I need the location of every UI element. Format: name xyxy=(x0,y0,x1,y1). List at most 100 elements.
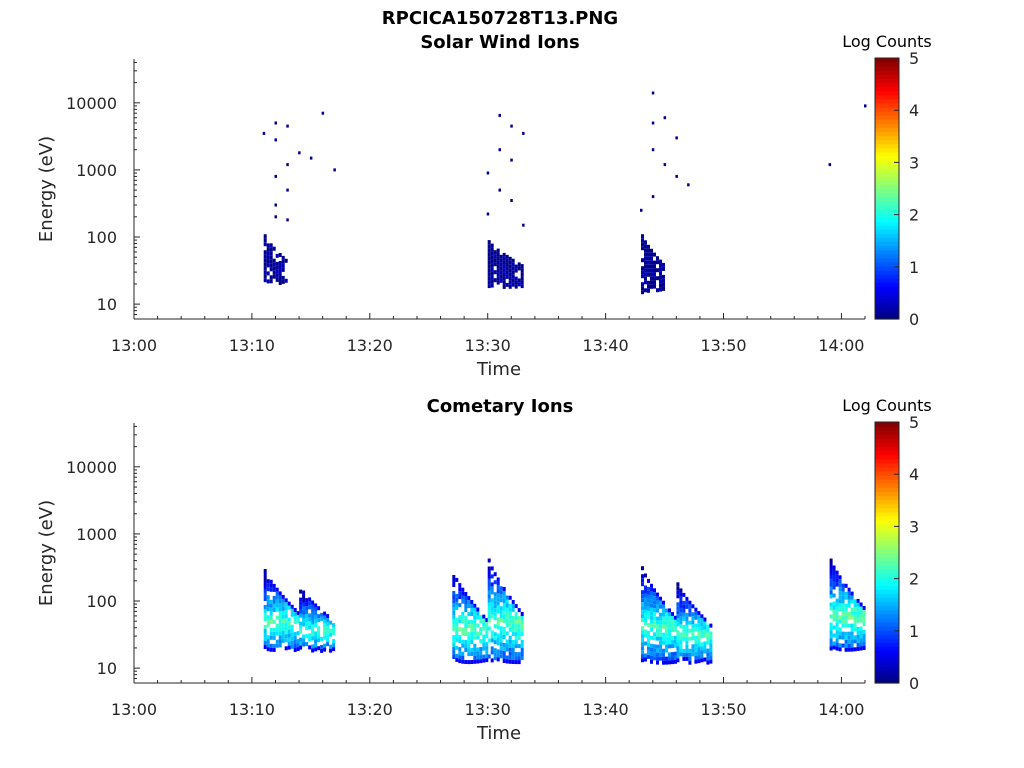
spectrogram-cell xyxy=(505,266,509,271)
spectrogram-cell xyxy=(829,626,833,631)
data-point xyxy=(510,124,513,128)
spectrogram-cell xyxy=(835,618,839,623)
spectrogram-cell xyxy=(691,624,695,629)
spectrogram-cell xyxy=(508,276,512,281)
spectrogram-cell xyxy=(305,602,309,607)
spectrogram-cell xyxy=(452,583,456,587)
spectrogram-cell xyxy=(320,636,324,641)
spectrogram-cell xyxy=(496,617,500,622)
spectrogram-cell xyxy=(452,643,456,647)
spectrogram-cell xyxy=(493,608,497,613)
spectrogram-cell xyxy=(487,566,491,571)
spectrogram-cell xyxy=(644,256,647,261)
spectrogram-cell xyxy=(647,590,650,595)
spectrogram-cell xyxy=(487,586,491,591)
spectrogram-cell xyxy=(685,596,689,601)
spectrogram-cell xyxy=(272,246,276,251)
spectrogram-cell xyxy=(665,640,668,645)
colorbar-tick-label: 2 xyxy=(909,570,919,589)
spectrogram-cell xyxy=(656,628,659,633)
spectrogram-cell xyxy=(862,646,866,650)
spectrogram-cell xyxy=(656,660,659,665)
spectrogram-cell xyxy=(485,650,489,655)
spectrogram-cell xyxy=(499,586,503,591)
y-tick-label: 1000 xyxy=(76,161,117,180)
spectrogram-cell xyxy=(320,648,324,653)
spectrogram-cell xyxy=(487,654,491,659)
spectrogram-cell xyxy=(455,657,459,662)
spectrogram-cell xyxy=(688,652,692,657)
spectrogram-cell xyxy=(850,623,854,628)
y-tick-label: 10000 xyxy=(66,458,117,477)
colorbar-segment xyxy=(875,155,899,161)
spectrogram-cell xyxy=(650,583,653,588)
spectrogram-cell xyxy=(685,624,689,629)
spectrogram-cell xyxy=(832,625,836,630)
colorbar-segment xyxy=(875,564,899,570)
spectrogram-cell xyxy=(650,587,653,592)
spectrogram-cell xyxy=(487,276,491,281)
spectrogram-cell xyxy=(679,640,683,645)
spectrogram-cell xyxy=(308,617,312,622)
spectrogram-cell xyxy=(263,585,267,589)
spectrogram-cell xyxy=(467,620,471,625)
spectrogram-cell xyxy=(835,614,839,619)
spectrogram-cell xyxy=(688,620,692,625)
spectrogram-cell xyxy=(493,616,497,621)
spectrogram-cell xyxy=(665,620,668,625)
spectrogram-cell xyxy=(287,617,291,622)
spectrogram-cell xyxy=(650,651,653,656)
spectrogram-cell xyxy=(706,660,710,665)
spectrogram-cell xyxy=(838,631,842,636)
spectrogram-cell xyxy=(263,573,267,577)
colorbar-segment xyxy=(875,458,899,464)
spectrogram-cell xyxy=(263,593,267,597)
data-point xyxy=(274,121,277,125)
spectrogram-cell xyxy=(461,615,465,620)
spectrogram-cell xyxy=(496,637,500,642)
spectrogram-cell xyxy=(305,618,309,623)
spectrogram-cell xyxy=(308,597,312,602)
spectrogram-cell xyxy=(659,616,662,621)
spectrogram-cell xyxy=(685,600,689,605)
spectrogram-cell xyxy=(514,644,518,649)
spectrogram-cell xyxy=(650,268,653,273)
spectrogram-cell xyxy=(305,642,309,647)
spectrogram-cell xyxy=(502,268,506,273)
spectrogram-cell xyxy=(269,627,273,632)
spectrogram-cell xyxy=(514,636,518,641)
spectrogram-cell xyxy=(659,636,662,641)
colorbar-segment xyxy=(875,278,899,283)
spectrogram-cell xyxy=(272,631,276,636)
spectrogram-cell xyxy=(487,260,491,265)
spectrogram-cell xyxy=(644,585,647,590)
spectrogram-cell xyxy=(275,253,279,258)
spectrogram-cell xyxy=(520,648,524,652)
colorbar-tick-label: 1 xyxy=(909,258,919,277)
spectrogram-cell xyxy=(653,276,656,281)
spectrogram-cell xyxy=(694,623,698,628)
spectrogram-cell xyxy=(499,650,503,655)
spectrogram-cell xyxy=(323,635,327,640)
spectrogram-cell xyxy=(493,580,497,585)
spectrogram-cell xyxy=(464,632,468,636)
spectrogram-cell xyxy=(263,234,267,239)
colorbar-segment xyxy=(875,674,899,680)
spectrogram-cell xyxy=(278,265,282,269)
spectrogram-cell xyxy=(458,591,462,596)
spectrogram-cell xyxy=(461,591,465,596)
spectrogram-cell xyxy=(464,616,468,620)
spectrogram-cell xyxy=(679,652,683,657)
spectrogram-cell xyxy=(671,636,674,641)
spectrogram-cell xyxy=(662,604,665,609)
data-point xyxy=(274,174,277,178)
spectrogram-cell xyxy=(511,656,515,660)
spectrogram-cell xyxy=(841,587,845,592)
spectrogram-cell xyxy=(452,611,456,615)
spectrogram-cell xyxy=(455,605,459,610)
spectrogram-cell xyxy=(314,643,318,648)
spectrogram-cell xyxy=(641,234,644,239)
spectrogram-cell xyxy=(281,598,285,603)
colorbar-segment xyxy=(875,454,899,460)
spectrogram-cell xyxy=(326,622,330,627)
